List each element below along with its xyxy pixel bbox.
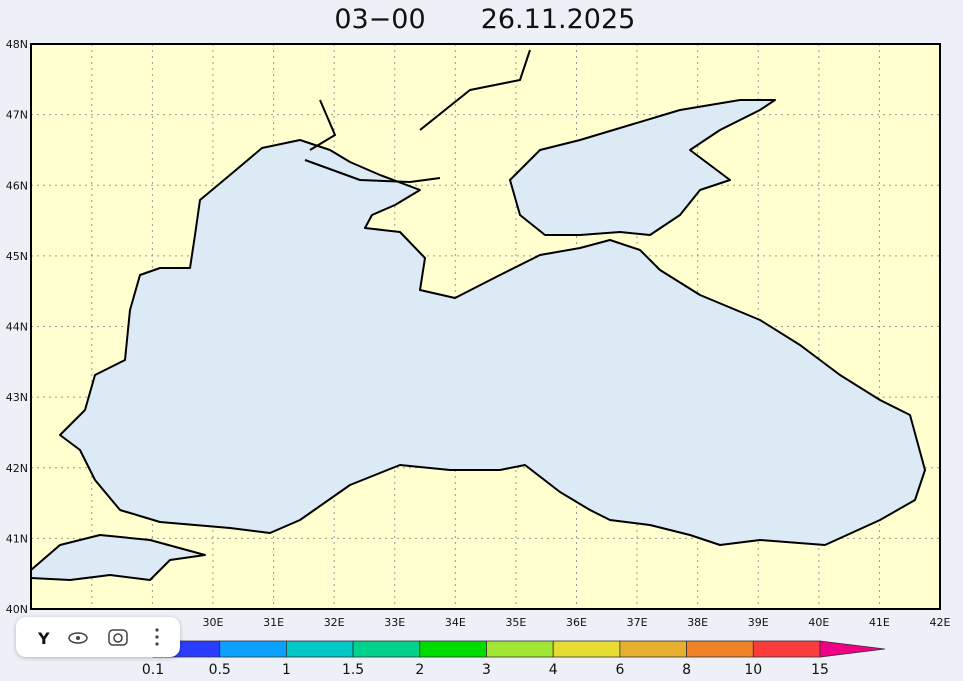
lon-label: 38E bbox=[687, 616, 708, 629]
lon-label: 32E bbox=[324, 616, 345, 629]
color-box bbox=[686, 640, 754, 658]
legend-label: 1 bbox=[282, 662, 291, 678]
color-box bbox=[219, 640, 287, 658]
lon-label: 41E bbox=[869, 616, 890, 629]
legend-label: 6 bbox=[615, 662, 624, 678]
legend-label: 2 bbox=[415, 662, 424, 678]
color-box bbox=[552, 640, 621, 658]
title-date: 26.11.2025 bbox=[481, 4, 636, 35]
eye-icon[interactable] bbox=[68, 632, 88, 644]
legend-label: 8 bbox=[682, 662, 691, 678]
lat-label: 42N bbox=[6, 462, 28, 475]
sea-of-marmara bbox=[30, 534, 206, 581]
color-box bbox=[352, 640, 421, 658]
lon-label: 40E bbox=[808, 616, 829, 629]
lat-label: 45N bbox=[6, 250, 28, 263]
more-icon[interactable] bbox=[155, 628, 159, 632]
lon-label: 37E bbox=[627, 616, 648, 629]
browser-toolbar[interactable]: Y bbox=[16, 617, 180, 657]
color-box bbox=[285, 640, 354, 658]
lat-label: 40N bbox=[6, 603, 28, 616]
lat-label: 43N bbox=[6, 391, 28, 404]
sea-of-azov bbox=[509, 99, 776, 236]
legend-label: 1.5 bbox=[342, 662, 364, 678]
legend-label: 10 bbox=[744, 662, 762, 678]
legend-label: 4 bbox=[549, 662, 558, 678]
lon-label: 31E bbox=[263, 616, 284, 629]
lon-label: 35E bbox=[505, 616, 526, 629]
lat-label: 44N bbox=[6, 321, 28, 334]
lon-label: 42E bbox=[930, 616, 951, 629]
legend-label: 15 bbox=[811, 662, 829, 678]
lat-label: 48N bbox=[6, 38, 28, 51]
color-box bbox=[752, 640, 821, 658]
toolbar-icons: Y bbox=[37, 628, 159, 648]
black-sea bbox=[59, 139, 926, 546]
lon-label: 33E bbox=[384, 616, 405, 629]
lat-label: 41N bbox=[6, 532, 28, 545]
lat-label: 47N bbox=[6, 109, 28, 122]
coastline bbox=[30, 49, 926, 581]
map-frame bbox=[30, 43, 941, 610]
lat-label: 46N bbox=[6, 179, 28, 192]
title-time: 03−00 bbox=[334, 4, 425, 35]
lon-label: 34E bbox=[445, 616, 466, 629]
lon-label: 36E bbox=[566, 616, 587, 629]
browser-logo[interactable]: Y bbox=[37, 629, 50, 648]
color-box bbox=[486, 640, 554, 658]
camera-icon[interactable] bbox=[108, 629, 128, 646]
legend-label: 0.5 bbox=[209, 662, 231, 678]
color-box bbox=[419, 640, 487, 658]
lon-label: 39E bbox=[748, 616, 769, 629]
legend-label: 3 bbox=[482, 662, 491, 678]
legend-label: 0.1 bbox=[142, 662, 164, 678]
color-arrow bbox=[819, 640, 886, 658]
color-box bbox=[619, 640, 688, 658]
lon-label: 30E bbox=[203, 616, 224, 629]
